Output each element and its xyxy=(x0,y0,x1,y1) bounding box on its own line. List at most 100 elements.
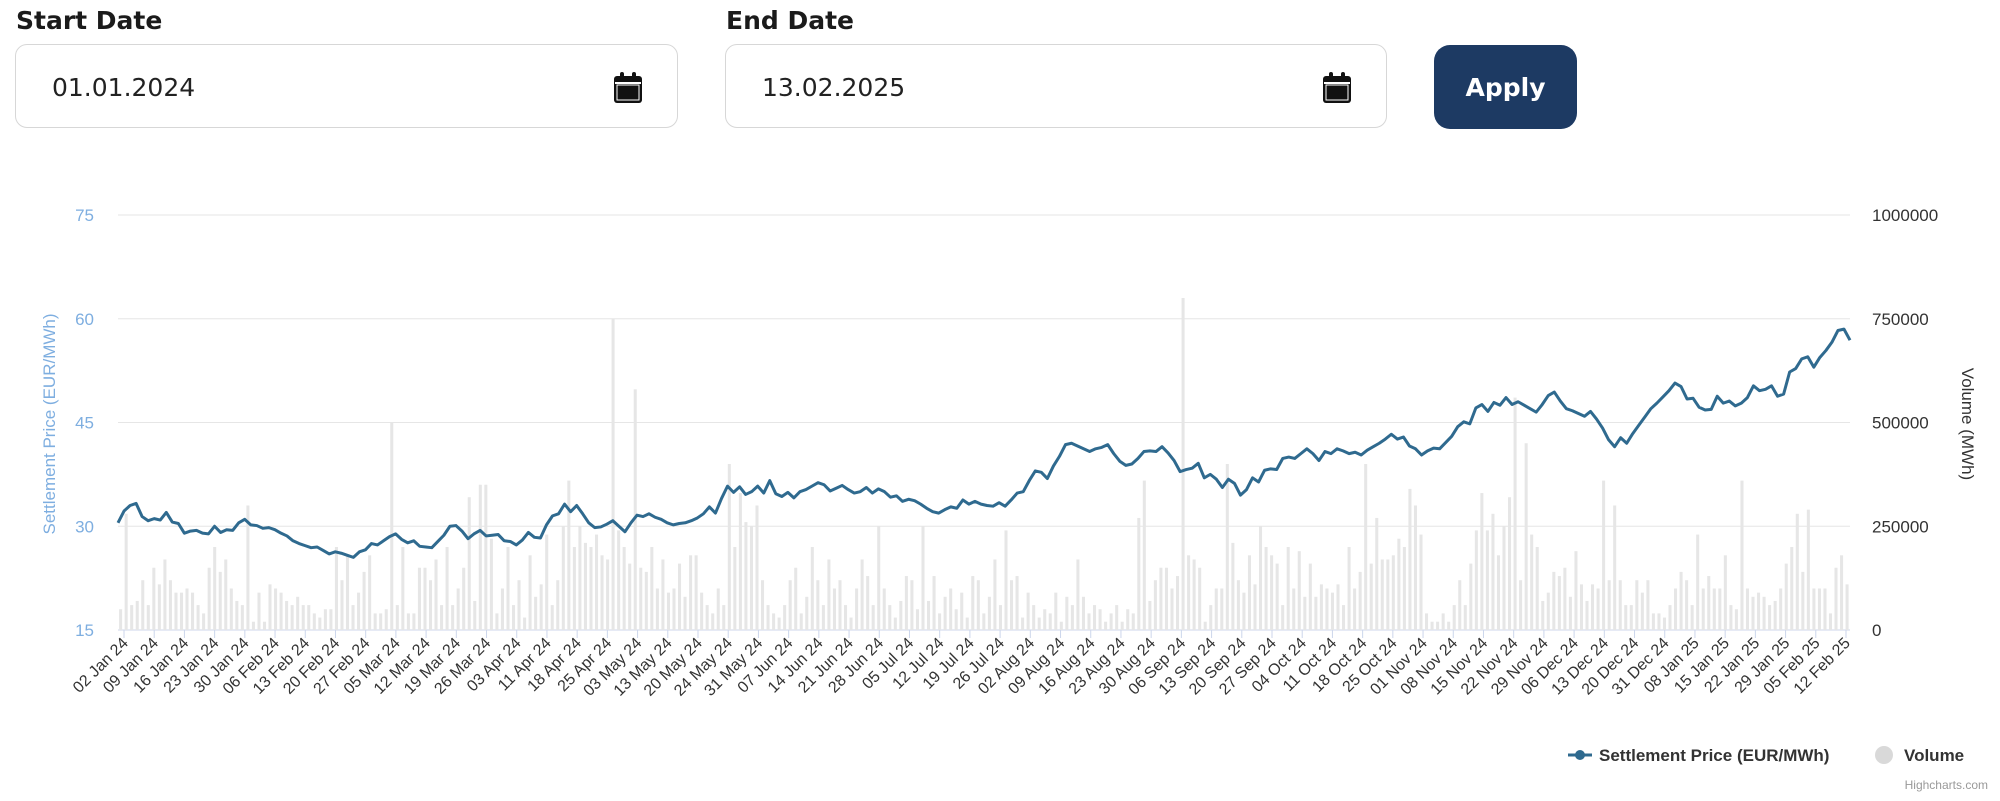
volume-bar xyxy=(1043,609,1047,630)
volume-bar xyxy=(1768,605,1772,630)
volume-bar xyxy=(683,596,687,630)
start-date-field[interactable] xyxy=(15,44,678,128)
volume-bar xyxy=(993,559,997,630)
volume-bar xyxy=(1596,588,1600,630)
calendar-icon[interactable] xyxy=(613,72,643,104)
volume-bar xyxy=(1458,580,1462,630)
volume-bar xyxy=(1076,559,1080,630)
legend-item-volume[interactable]: Volume xyxy=(1875,746,1964,765)
volume-bar xyxy=(1646,580,1650,630)
volume-bar xyxy=(1198,567,1202,630)
volume-bar xyxy=(318,617,322,630)
volume-bar xyxy=(904,576,908,630)
volume-bar xyxy=(1707,576,1711,630)
volume-bar xyxy=(644,571,648,630)
volume-bar xyxy=(1651,613,1655,630)
volume-bar xyxy=(141,580,145,630)
volume-bar xyxy=(395,605,399,630)
volume-bar xyxy=(179,592,184,630)
volume-bar xyxy=(838,580,842,630)
left-axis-ticks: 15 30 45 60 75 xyxy=(75,206,94,640)
volume-bar xyxy=(423,567,427,630)
volume-bar xyxy=(1508,497,1512,630)
volume-bar xyxy=(1452,605,1456,630)
volume-bar xyxy=(456,588,460,630)
volume-bar xyxy=(262,621,267,630)
volume-bar xyxy=(1342,605,1346,630)
volume-bar xyxy=(783,605,787,630)
volume-bar xyxy=(1524,443,1528,630)
volume-bar xyxy=(1214,588,1218,630)
volume-bar xyxy=(650,547,654,630)
volume-bar xyxy=(146,605,150,630)
volume-bar xyxy=(893,617,897,630)
volume-bar xyxy=(1557,576,1561,630)
volume-bar xyxy=(1613,505,1617,630)
chart-credits[interactable]: Highcharts.com xyxy=(1905,778,1988,792)
volume-bar xyxy=(290,605,294,630)
volume-bar xyxy=(174,592,178,630)
volume-bar xyxy=(1319,584,1323,630)
apply-button[interactable]: Apply xyxy=(1434,45,1577,129)
volume-bar xyxy=(235,600,239,630)
volume-bar xyxy=(932,576,936,630)
volume-bar xyxy=(1624,605,1628,630)
volume-bar xyxy=(927,600,931,630)
end-date-field[interactable] xyxy=(725,44,1387,128)
volume-bar xyxy=(1391,555,1395,630)
volume-bar xyxy=(434,559,438,630)
volume-bar xyxy=(1032,605,1036,630)
volume-bar xyxy=(1004,530,1008,630)
volume-bar xyxy=(329,609,333,630)
volume-bar xyxy=(462,567,466,630)
volume-bar xyxy=(196,605,200,630)
volume-bar xyxy=(1801,571,1805,630)
volume-bar xyxy=(1281,605,1285,630)
volume-bar xyxy=(971,576,975,630)
volume-bar xyxy=(1065,596,1069,630)
volume-bar xyxy=(1181,298,1185,630)
volume-bar xyxy=(384,609,388,630)
volume-bar xyxy=(860,559,864,630)
volume-bar xyxy=(152,567,156,630)
volume-bar xyxy=(478,484,482,630)
volume-bar xyxy=(1109,613,1113,630)
calendar-icon[interactable] xyxy=(1322,72,1352,104)
volume-bar xyxy=(1048,613,1052,630)
volume-bar xyxy=(1247,555,1251,630)
volume-bar xyxy=(207,567,211,630)
volume-bar xyxy=(788,580,792,630)
legend-item-price[interactable]: Settlement Price (EUR/MWh) xyxy=(1568,746,1829,765)
volume-bar xyxy=(1579,584,1583,630)
volume-bar xyxy=(871,605,875,630)
volume-bar xyxy=(379,613,383,630)
volume-bar xyxy=(362,571,366,630)
volume-bar xyxy=(855,588,859,630)
volume-bar xyxy=(628,563,632,630)
volume-bar xyxy=(1419,534,1423,630)
volume-bar xyxy=(805,596,809,630)
volume-bar xyxy=(727,464,731,630)
volume-bar xyxy=(738,493,742,630)
volume-bar xyxy=(119,609,123,630)
volume-bar xyxy=(1447,621,1451,630)
volume-bar xyxy=(1535,547,1539,630)
volume-bar xyxy=(689,555,693,630)
price-volume-chart: 15 30 45 60 75 0 250000 500000 750000 1000000 02… xyxy=(40,206,1988,792)
start-date-input[interactable] xyxy=(52,67,532,107)
volume-bar xyxy=(1159,567,1163,630)
volume-bar xyxy=(1070,605,1074,630)
volume-bar xyxy=(296,596,300,630)
volume-bar xyxy=(1635,580,1639,630)
volume-bar xyxy=(307,605,311,630)
end-date-label: End Date xyxy=(726,6,855,35)
volume-bar xyxy=(1718,588,1722,630)
right-tick-label: 750000 xyxy=(1872,310,1929,329)
volume-bar xyxy=(965,617,969,630)
volume-bar xyxy=(312,613,316,630)
volume-bar xyxy=(1657,613,1661,630)
left-axis-title: Settlement Price (EUR/MWh) xyxy=(40,313,59,534)
end-date-input[interactable] xyxy=(762,67,1242,107)
volume-bar xyxy=(1209,605,1213,630)
